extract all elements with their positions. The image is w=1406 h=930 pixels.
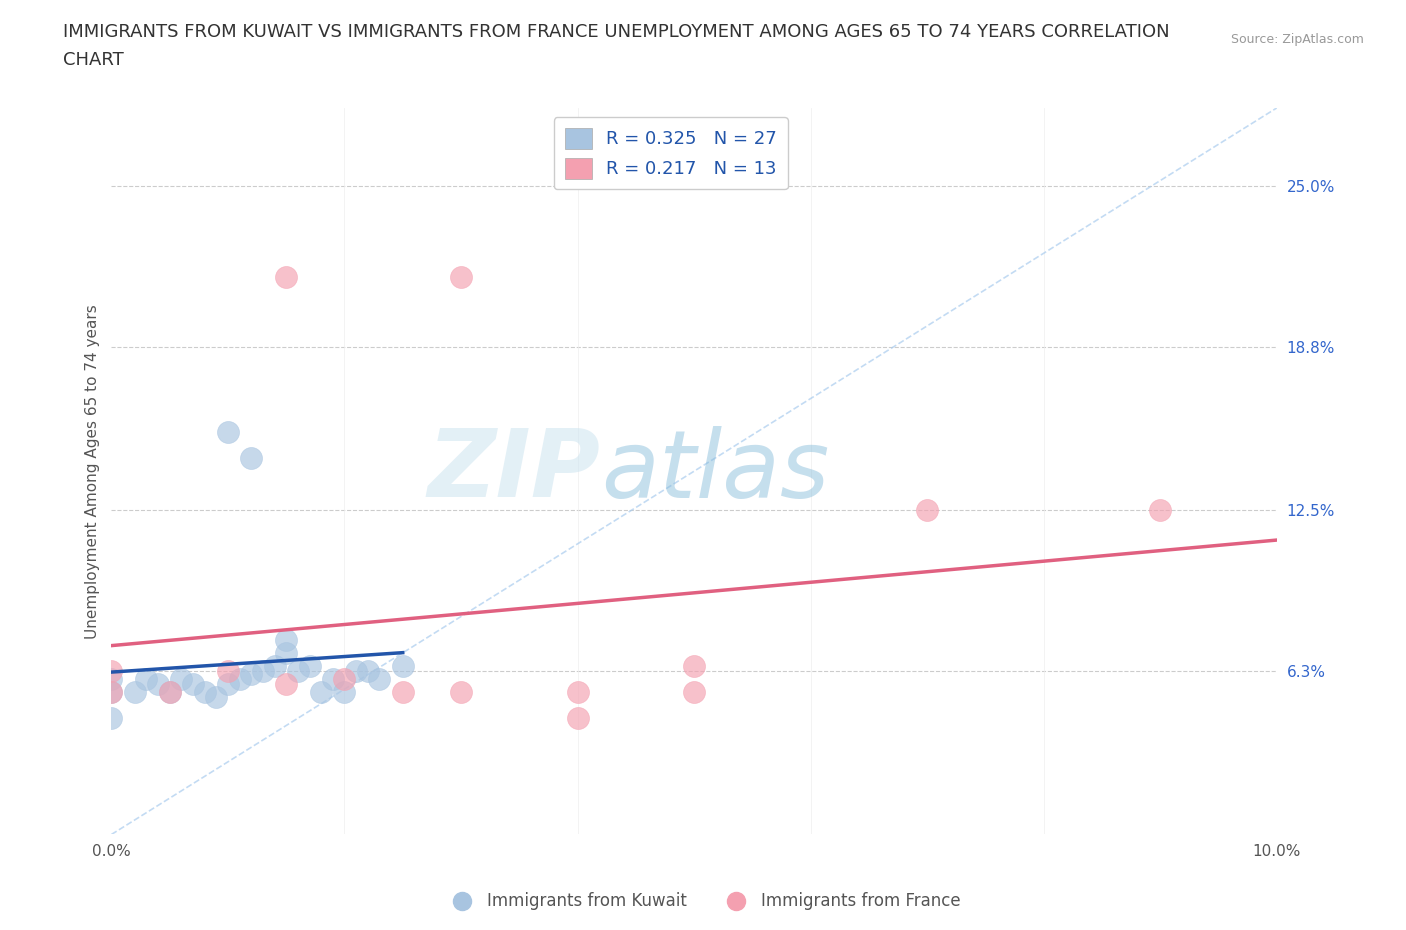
Point bbox=[170, 671, 193, 686]
Point bbox=[309, 684, 332, 699]
Point bbox=[333, 671, 356, 686]
Point bbox=[287, 664, 309, 679]
Point bbox=[450, 684, 472, 699]
Point bbox=[217, 664, 239, 679]
Point bbox=[100, 711, 122, 725]
Point bbox=[100, 684, 122, 699]
Point bbox=[683, 684, 706, 699]
Point bbox=[159, 684, 181, 699]
Point bbox=[146, 676, 169, 691]
Point bbox=[100, 664, 122, 679]
Point bbox=[357, 664, 380, 679]
Point bbox=[391, 684, 413, 699]
Point bbox=[276, 645, 298, 660]
Point bbox=[217, 425, 239, 440]
Point bbox=[683, 658, 706, 673]
Text: CHART: CHART bbox=[63, 51, 124, 69]
Text: ZIP: ZIP bbox=[427, 425, 600, 517]
Point bbox=[240, 666, 263, 681]
Point bbox=[159, 684, 181, 699]
Text: Source: ZipAtlas.com: Source: ZipAtlas.com bbox=[1230, 33, 1364, 46]
Point bbox=[228, 671, 250, 686]
Point bbox=[1149, 503, 1171, 518]
Point bbox=[263, 658, 285, 673]
Point bbox=[240, 451, 263, 466]
Legend: R = 0.325   N = 27, R = 0.217   N = 13: R = 0.325 N = 27, R = 0.217 N = 13 bbox=[554, 117, 787, 190]
Point bbox=[276, 632, 298, 647]
Point bbox=[391, 658, 413, 673]
Point bbox=[135, 671, 157, 686]
Point bbox=[252, 664, 274, 679]
Point bbox=[276, 676, 298, 691]
Point bbox=[450, 269, 472, 284]
Point bbox=[567, 711, 589, 725]
Point bbox=[124, 684, 146, 699]
Legend: Immigrants from Kuwait, Immigrants from France: Immigrants from Kuwait, Immigrants from … bbox=[439, 885, 967, 917]
Point bbox=[322, 671, 344, 686]
Point bbox=[276, 269, 298, 284]
Point bbox=[368, 671, 391, 686]
Point bbox=[217, 676, 239, 691]
Point bbox=[298, 658, 321, 673]
Point bbox=[100, 671, 122, 686]
Point bbox=[181, 676, 204, 691]
Text: atlas: atlas bbox=[600, 426, 830, 517]
Y-axis label: Unemployment Among Ages 65 to 74 years: Unemployment Among Ages 65 to 74 years bbox=[86, 304, 100, 639]
Point bbox=[567, 684, 589, 699]
Point bbox=[205, 689, 228, 704]
Point bbox=[100, 684, 122, 699]
Point bbox=[194, 684, 217, 699]
Point bbox=[915, 503, 938, 518]
Point bbox=[344, 664, 367, 679]
Point bbox=[333, 684, 356, 699]
Text: IMMIGRANTS FROM KUWAIT VS IMMIGRANTS FROM FRANCE UNEMPLOYMENT AMONG AGES 65 TO 7: IMMIGRANTS FROM KUWAIT VS IMMIGRANTS FRO… bbox=[63, 23, 1170, 41]
